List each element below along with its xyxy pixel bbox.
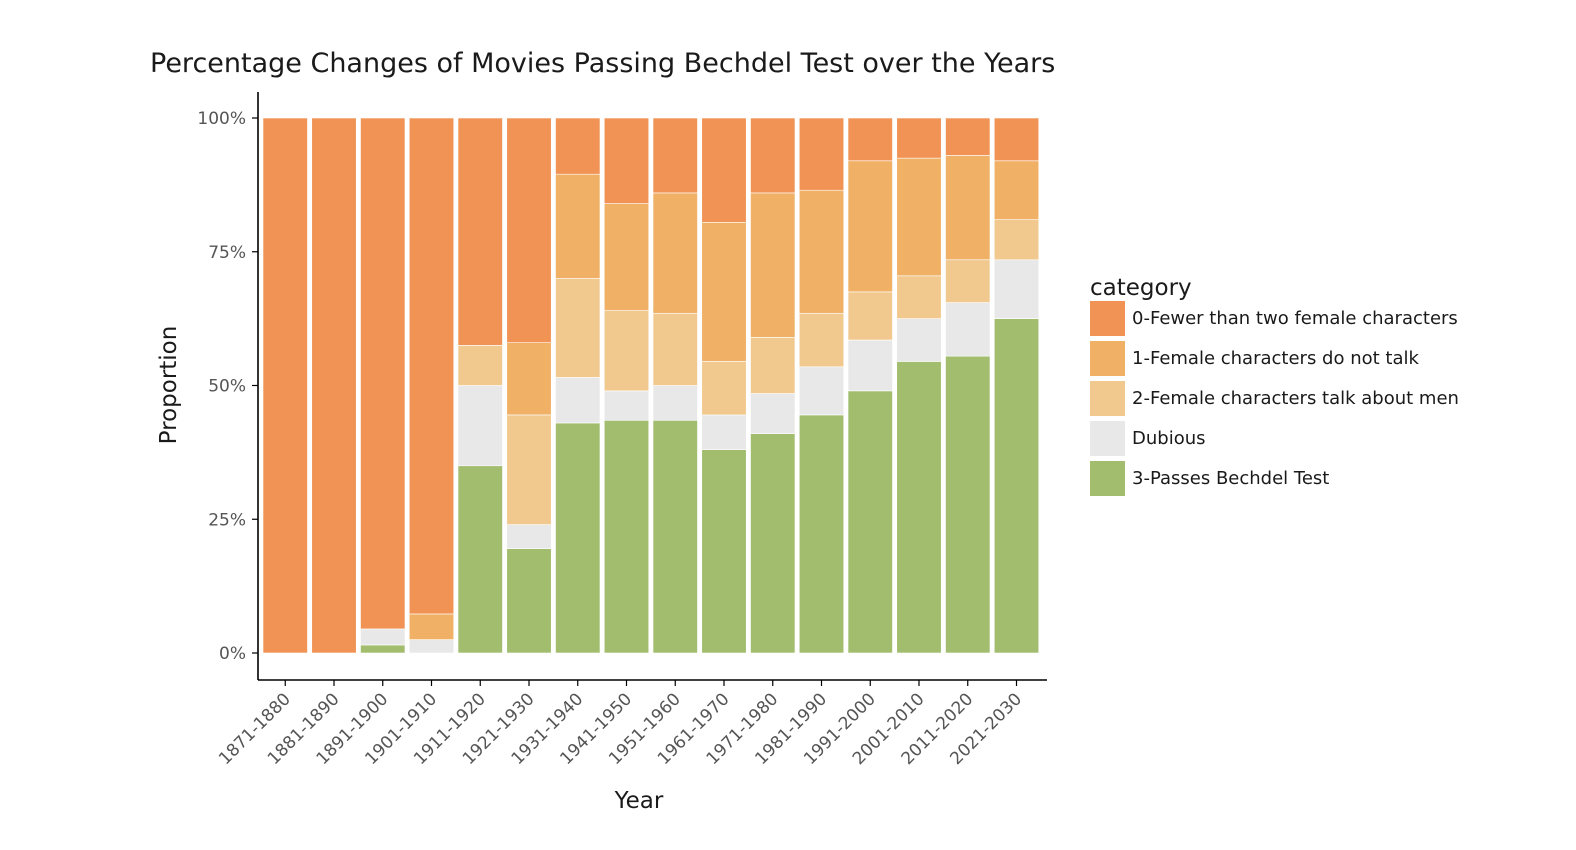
- legend-label: 0-Fewer than two female characters: [1132, 308, 1458, 329]
- bar-segment-1971-1980-s3: [750, 192, 796, 338]
- y-tick-label: 25%: [208, 510, 246, 530]
- bar-segment-1981-1990-s0: [798, 414, 845, 654]
- bar-segment-1941-1950-s0: [603, 419, 650, 654]
- bar-segment-1921-1930-s0: [506, 548, 552, 654]
- bar-segment-1991-2000-s4: [847, 117, 893, 162]
- bar-segment-1891-1900-s1: [360, 628, 406, 646]
- bar-segment-1951-1960-s3: [652, 192, 698, 314]
- bar-segment-1961-1970-s1: [701, 414, 747, 450]
- legend-label: 1-Female characters do not talk: [1132, 348, 1419, 369]
- bar-segment-1921-1930-s1: [506, 524, 552, 549]
- bar-segment-1911-1920-s4: [457, 117, 503, 346]
- bar-segment-1921-1930-s3: [506, 342, 552, 416]
- bar-segment-1911-1920-s1: [457, 385, 503, 467]
- bar-segment-1981-1990-s1: [798, 366, 845, 416]
- bar-segment-2011-2020-s0: [945, 355, 991, 654]
- bar-segment-1991-2000-s2: [847, 291, 893, 341]
- bar-segment-2011-2020-s3: [945, 155, 991, 261]
- bar-segment-1931-1940-s0: [555, 422, 601, 654]
- bar-segment-1911-1920-s0: [457, 465, 503, 654]
- y-tick-label: 100%: [197, 109, 246, 129]
- bar-segment-1881-1890-s4: [311, 117, 357, 654]
- legend-swatch: [1090, 461, 1125, 496]
- bar-segment-1901-1910-s3: [408, 613, 455, 640]
- legend-swatch: [1090, 381, 1125, 416]
- y-tick-label: 0%: [219, 644, 246, 664]
- bar-segment-1901-1910-s1: [408, 639, 455, 654]
- legend: category 0-Fewer than two female charact…: [1090, 275, 1459, 496]
- bar-segment-2011-2020-s4: [945, 117, 991, 156]
- bar-segment-1961-1970-s3: [701, 222, 747, 362]
- bar-segment-1871-1880-s4: [262, 117, 308, 654]
- bar-segment-1931-1940-s4: [555, 117, 601, 175]
- bar-segment-2021-2030-s4: [993, 117, 1040, 162]
- bar-segment-1981-1990-s3: [798, 189, 845, 314]
- bar-segment-1891-1900-s4: [360, 117, 406, 630]
- bar-segment-1961-1970-s0: [701, 449, 747, 654]
- bar-segment-2011-2020-s2: [945, 259, 991, 303]
- bar-segment-2021-2030-s0: [993, 318, 1040, 654]
- legend-label: 3-Passes Bechdel Test: [1132, 468, 1329, 489]
- bar-segment-1971-1980-s4: [750, 117, 796, 194]
- bar-segment-1971-1980-s1: [750, 393, 796, 434]
- legend-label: Dubious: [1132, 428, 1206, 449]
- bar-segment-1951-1960-s1: [652, 385, 698, 421]
- bar-segment-1931-1940-s3: [555, 173, 601, 279]
- legend-swatch: [1090, 301, 1125, 336]
- bar-segment-1911-1920-s2: [457, 345, 503, 386]
- bar-segment-1951-1960-s2: [652, 312, 698, 386]
- bar-segment-1961-1970-s4: [701, 117, 747, 223]
- bar-segment-1931-1940-s1: [555, 377, 601, 424]
- bar-segment-2001-2010-s0: [896, 361, 942, 654]
- bar-segment-1991-2000-s1: [847, 339, 893, 392]
- bar-segment-2001-2010-s1: [896, 318, 942, 362]
- bar-segment-1941-1950-s4: [603, 117, 650, 204]
- x-axis-title: Year: [614, 788, 664, 814]
- bar-segment-1991-2000-s0: [847, 390, 893, 654]
- legend-label: 2-Female characters talk about men: [1132, 388, 1459, 409]
- bar-segment-1921-1930-s2: [506, 414, 552, 525]
- bar-segment-1971-1980-s0: [750, 433, 796, 654]
- bar-segment-2001-2010-s2: [896, 275, 942, 319]
- bar-segment-1941-1950-s3: [603, 203, 650, 311]
- bar-segment-1931-1940-s2: [555, 278, 601, 378]
- bar-segment-2021-2030-s1: [993, 259, 1040, 319]
- y-axis: 0% 25% 50% 75% 100%: [197, 92, 259, 680]
- legend-title: category: [1090, 275, 1192, 301]
- x-axis: 1871-18801881-18901891-19001901-19101911…: [215, 679, 1047, 769]
- bar-segment-1991-2000-s3: [847, 160, 893, 293]
- bar-segment-1921-1930-s4: [506, 117, 552, 343]
- legend-swatch: [1090, 341, 1125, 376]
- bar-segment-1971-1980-s2: [750, 337, 796, 394]
- bar-segment-1901-1910-s4: [408, 117, 455, 615]
- bar-segment-2001-2010-s3: [896, 157, 942, 277]
- legend-swatch: [1090, 421, 1125, 456]
- bar-segment-2021-2030-s2: [993, 219, 1040, 261]
- bar-segment-1981-1990-s4: [798, 117, 845, 191]
- bar-segment-2001-2010-s4: [896, 117, 942, 159]
- y-tick-label: 50%: [208, 377, 246, 397]
- bar-segment-1891-1900-s0: [360, 644, 406, 654]
- bar-segment-1981-1990-s2: [798, 312, 845, 368]
- y-tick-label: 75%: [208, 243, 246, 263]
- bar-segment-2011-2020-s1: [945, 302, 991, 357]
- chart-title: Percentage Changes of Movies Passing Bec…: [150, 48, 1055, 79]
- bar-segment-2021-2030-s3: [993, 160, 1040, 220]
- bar-segment-1961-1970-s2: [701, 361, 747, 416]
- bar-segment-1941-1950-s1: [603, 390, 650, 421]
- bar-segment-1941-1950-s2: [603, 310, 650, 392]
- bar-segment-1951-1960-s0: [652, 419, 698, 654]
- y-axis-title: Proportion: [156, 326, 182, 445]
- bars-group: [262, 117, 1040, 654]
- bar-segment-1951-1960-s4: [652, 117, 698, 194]
